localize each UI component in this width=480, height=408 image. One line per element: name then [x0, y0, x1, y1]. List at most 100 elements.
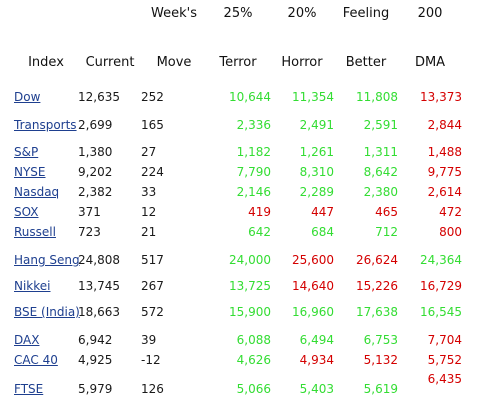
current-cell: 13,745	[78, 279, 120, 293]
header-move: Move	[156, 55, 192, 70]
better-cell: 15,226	[356, 279, 398, 293]
dma-cell: 13,373	[420, 90, 462, 104]
header-25pct: 25%	[223, 6, 253, 21]
better-cell: 6,753	[363, 333, 398, 347]
horror-cell: 8,310	[299, 165, 334, 179]
index-link[interactable]: Russell	[14, 225, 56, 239]
dma-cell: 2,844	[427, 118, 462, 132]
header-terror: Terror	[219, 55, 257, 70]
header-20pct: 20%	[287, 6, 317, 21]
better-cell: 5,619	[363, 382, 398, 396]
terror-cell: 6,088	[236, 333, 271, 347]
current-cell: 723	[78, 225, 101, 239]
terror-cell: 1,182	[236, 145, 271, 159]
dma-cell: 5,752	[427, 353, 462, 367]
header-dma: DMA	[414, 55, 446, 70]
move-cell: 267	[141, 279, 164, 293]
index-link[interactable]: NYSE	[14, 165, 46, 179]
index-link[interactable]: DAX	[14, 333, 40, 347]
better-cell: 17,638	[356, 305, 398, 319]
terror-cell: 24,000	[229, 253, 271, 267]
terror-cell: 2,146	[236, 185, 271, 199]
better-cell: 465	[375, 205, 398, 219]
current-cell: 18,663	[78, 305, 120, 319]
better-cell: 8,642	[363, 165, 398, 179]
horror-cell: 11,354	[292, 90, 334, 104]
header-current: Current	[85, 55, 135, 70]
horror-cell: 1,261	[299, 145, 334, 159]
header-200: 200	[417, 6, 443, 21]
move-cell: -12	[141, 353, 161, 367]
better-cell: 2,380	[363, 185, 398, 199]
current-cell: 24,808	[78, 253, 120, 267]
header-feeling: Feeling	[342, 6, 390, 21]
current-cell: 5,979	[78, 382, 113, 396]
move-cell: 224	[141, 165, 164, 179]
header-weeks: Week's	[151, 6, 197, 21]
terror-cell: 419	[248, 205, 271, 219]
index-link[interactable]: Dow	[14, 90, 41, 104]
header-index: Index	[28, 55, 64, 70]
horror-cell: 6,494	[299, 333, 334, 347]
current-cell: 371	[78, 205, 101, 219]
terror-cell: 642	[248, 225, 271, 239]
terror-cell: 5,066	[236, 382, 271, 396]
better-cell: 5,132	[363, 353, 398, 367]
dma-cell: 9,775	[427, 165, 462, 179]
index-link[interactable]: Nasdaq	[14, 185, 60, 199]
ftse-dma-value: 6,435	[427, 372, 462, 386]
index-link[interactable]: Nikkei	[14, 279, 51, 293]
move-cell: 33	[141, 185, 157, 199]
current-cell: 12,635	[78, 90, 120, 104]
dma-cell: 24,364	[420, 253, 462, 267]
index-link[interactable]: S&P	[14, 145, 39, 159]
index-link[interactable]: Transports	[14, 118, 77, 132]
current-cell: 6,942	[78, 333, 113, 347]
horror-cell: 2,289	[299, 185, 334, 199]
horror-cell: 14,640	[292, 279, 334, 293]
current-cell: 1,380	[78, 145, 113, 159]
horror-cell: 16,960	[292, 305, 334, 319]
move-cell: 27	[141, 145, 157, 159]
current-cell: 4,925	[78, 353, 113, 367]
dma-cell: 1,488	[427, 145, 462, 159]
terror-cell: 7,790	[236, 165, 271, 179]
header-better: Better	[345, 55, 387, 70]
move-cell: 39	[141, 333, 157, 347]
move-cell: 21	[141, 225, 157, 239]
current-cell: 2,382	[78, 185, 113, 199]
horror-cell: 2,491	[299, 118, 334, 132]
move-cell: 126	[141, 382, 164, 396]
header-horror: Horror	[281, 55, 323, 70]
move-cell: 165	[141, 118, 164, 132]
dma-cell: 2,614	[427, 185, 462, 199]
dma-cell: 16,545	[420, 305, 462, 319]
index-link[interactable]: CAC 40	[14, 353, 58, 367]
move-cell: 12	[141, 205, 157, 219]
dma-cell: 7,704	[427, 333, 462, 347]
dma-cell: 800	[439, 225, 462, 239]
terror-cell: 4,626	[236, 353, 271, 367]
current-cell: 9,202	[78, 165, 113, 179]
index-link[interactable]: BSE (India)	[14, 305, 80, 319]
horror-cell: 25,600	[292, 253, 334, 267]
move-cell: 252	[141, 90, 164, 104]
better-cell: 1,311	[363, 145, 398, 159]
move-cell: 517	[141, 253, 164, 267]
terror-cell: 2,336	[236, 118, 271, 132]
index-link[interactable]: FTSE	[14, 382, 44, 396]
index-link[interactable]: SOX	[14, 205, 39, 219]
horror-cell: 684	[311, 225, 334, 239]
dma-cell: 16,729	[420, 279, 462, 293]
better-cell: 712	[375, 225, 398, 239]
index-link[interactable]: Hang Seng	[14, 253, 80, 267]
better-cell: 26,624	[356, 253, 398, 267]
current-cell: 2,699	[78, 118, 113, 132]
move-cell: 572	[141, 305, 164, 319]
terror-cell: 13,725	[229, 279, 271, 293]
horror-cell: 447	[311, 205, 334, 219]
better-cell: 11,808	[356, 90, 398, 104]
horror-cell: 5,403	[299, 382, 334, 396]
terror-cell: 15,900	[229, 305, 271, 319]
better-cell: 2,591	[363, 118, 398, 132]
